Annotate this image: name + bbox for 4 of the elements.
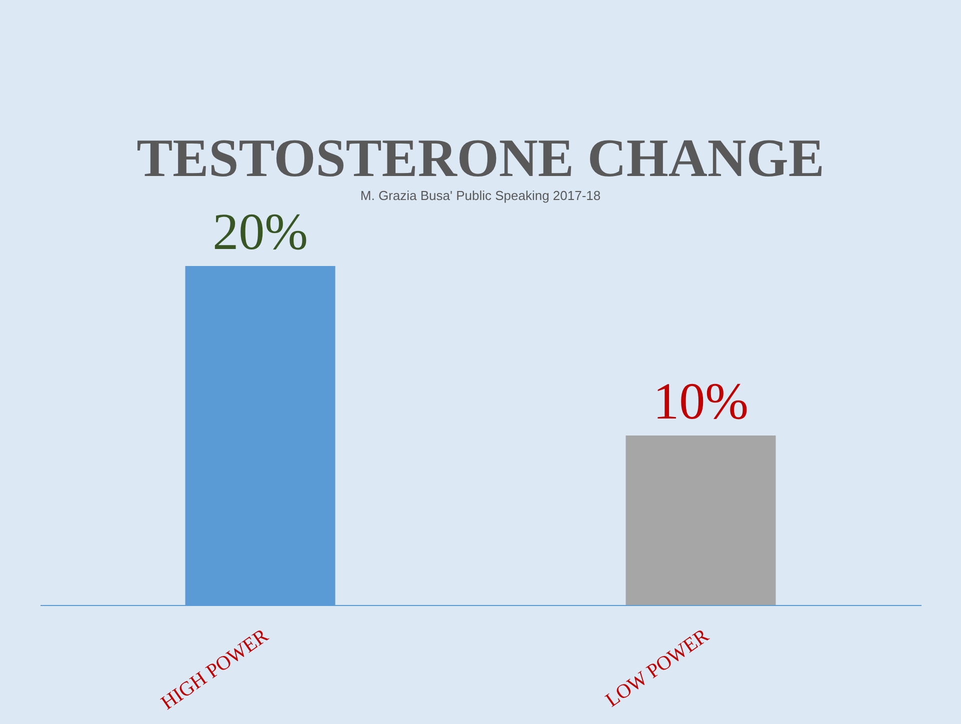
data-label: 10% [653, 373, 748, 430]
data-label: 20% [212, 204, 308, 261]
chart-title: TESTOSTERONE CHANGE [136, 128, 824, 188]
text: M. Grazia Busa' Public Speaking 2017-18 [360, 188, 601, 203]
